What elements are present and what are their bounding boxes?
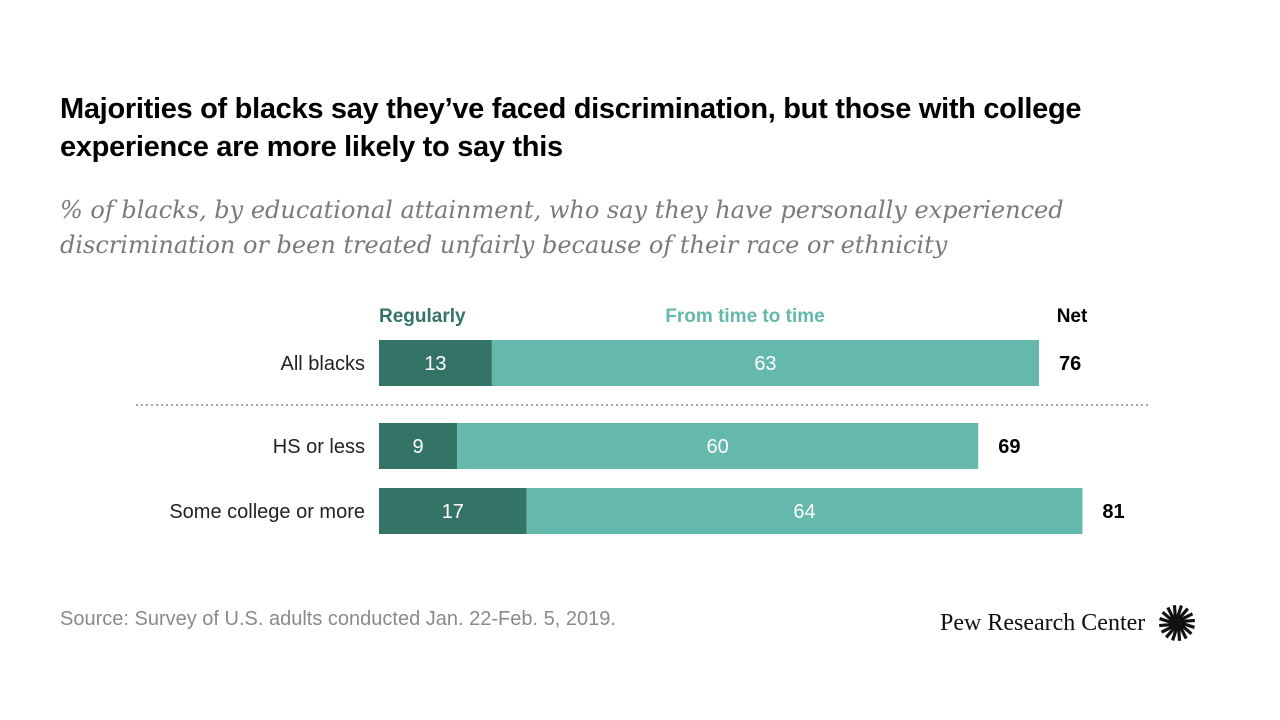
logo-ray bbox=[1166, 606, 1176, 621]
logo-ray bbox=[1161, 611, 1175, 623]
logo-ray bbox=[1177, 607, 1190, 621]
logo-ray bbox=[1159, 622, 1174, 628]
value-label-from-time-to-time: 64 bbox=[793, 501, 815, 523]
logo-ray bbox=[1179, 623, 1193, 635]
logo-ray bbox=[1180, 621, 1196, 629]
logo-ray bbox=[1165, 625, 1177, 639]
chart-title: Majorities of blacks say they’ve faced d… bbox=[60, 93, 1082, 163]
logo-ray bbox=[1180, 618, 1196, 624]
logo-ray bbox=[1173, 605, 1178, 620]
legend-from-time-to-time: From time to time bbox=[665, 306, 824, 327]
category-label: HS or less bbox=[273, 436, 365, 458]
net-value-label: 76 bbox=[1059, 353, 1081, 375]
logo-ray bbox=[1159, 617, 1174, 625]
legend-net: Net bbox=[1057, 306, 1088, 327]
logo-ray bbox=[1177, 626, 1182, 641]
bar-from-time-to-time bbox=[457, 423, 979, 469]
bar-regularly bbox=[379, 488, 527, 534]
logo-text: Pew Research Center bbox=[940, 609, 1146, 636]
logo-ray bbox=[1171, 626, 1179, 641]
logo-ray bbox=[1161, 624, 1176, 634]
source-note: Source: Survey of U.S. adults conducted … bbox=[60, 608, 616, 630]
chart-subtitle: % of blacks, by educational attainment, … bbox=[60, 196, 1064, 259]
logo-ray bbox=[1179, 612, 1194, 622]
net-value-label: 81 bbox=[1102, 501, 1124, 523]
logo-ray bbox=[1178, 625, 1188, 640]
bar-from-time-to-time bbox=[526, 488, 1083, 534]
net-value-label: 69 bbox=[998, 436, 1020, 458]
bar-regularly bbox=[379, 340, 492, 386]
category-label: Some college or more bbox=[169, 501, 365, 523]
legend-regularly: Regularly bbox=[379, 306, 466, 327]
sunburst-logo-icon bbox=[1159, 605, 1196, 641]
value-label-regularly: 13 bbox=[424, 353, 446, 375]
bar-regularly bbox=[379, 423, 458, 469]
pew-logo: Pew Research Center bbox=[940, 603, 1197, 643]
value-label-regularly: 9 bbox=[413, 436, 424, 458]
value-label-regularly: 17 bbox=[442, 501, 464, 523]
logo-ray bbox=[1175, 605, 1184, 620]
category-label: All blacks bbox=[281, 353, 365, 375]
value-label-from-time-to-time: 63 bbox=[754, 353, 776, 375]
bar-from-time-to-time bbox=[491, 340, 1039, 386]
value-label-from-time-to-time: 60 bbox=[707, 436, 729, 458]
logo-center bbox=[1173, 619, 1182, 627]
